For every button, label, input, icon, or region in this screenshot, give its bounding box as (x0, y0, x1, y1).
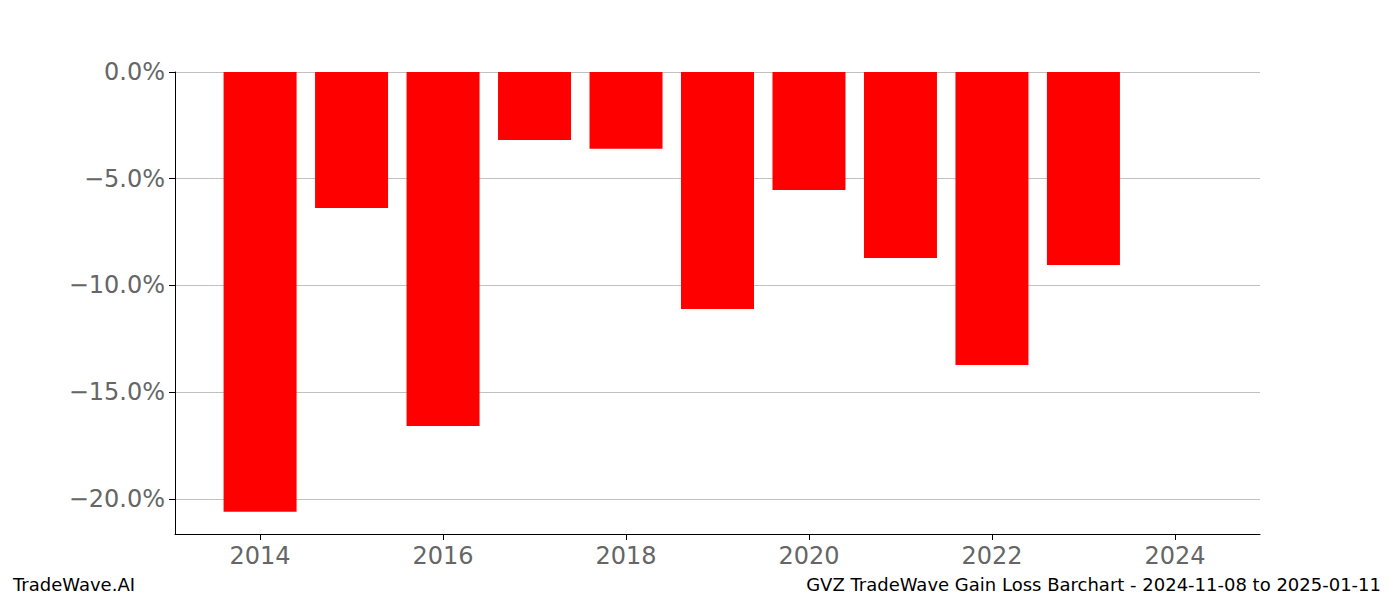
svg-text:TradeWave.AI: TradeWave.AI (12, 574, 135, 595)
svg-text:−15.0%: −15.0% (69, 378, 165, 406)
svg-text:−20.0%: −20.0% (69, 485, 165, 513)
svg-text:2022: 2022 (961, 542, 1022, 570)
svg-text:GVZ TradeWave Gain Loss Barcha: GVZ TradeWave Gain Loss Barchart - 2024-… (806, 574, 1381, 595)
svg-text:0.0%: 0.0% (104, 58, 165, 86)
svg-text:2024: 2024 (1144, 542, 1205, 570)
svg-text:−10.0%: −10.0% (69, 271, 165, 299)
svg-text:2014: 2014 (230, 542, 291, 570)
svg-text:2018: 2018 (595, 542, 656, 570)
svg-text:2020: 2020 (778, 542, 839, 570)
svg-text:−5.0%: −5.0% (84, 165, 165, 193)
svg-text:2016: 2016 (413, 542, 474, 570)
